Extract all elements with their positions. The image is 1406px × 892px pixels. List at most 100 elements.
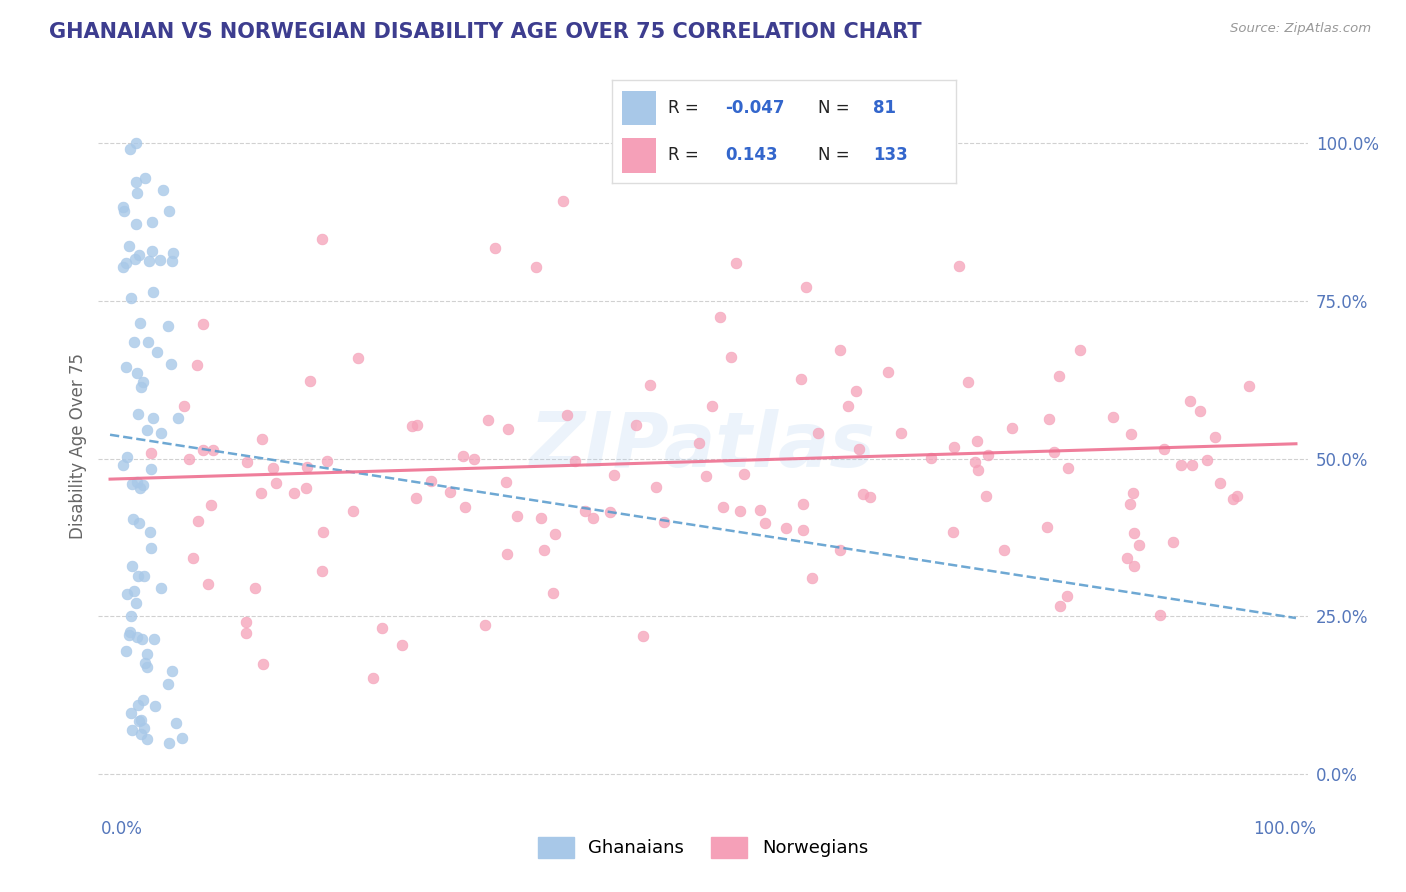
Point xyxy=(134,722,156,736)
Point xyxy=(128,248,150,262)
Point xyxy=(162,246,184,260)
Point xyxy=(1209,475,1232,490)
Point xyxy=(141,541,163,555)
Point xyxy=(1119,497,1142,511)
Point xyxy=(695,469,717,483)
Text: ZIPatlas: ZIPatlas xyxy=(530,409,876,483)
Point xyxy=(792,497,814,511)
Point xyxy=(581,511,603,525)
Point xyxy=(1226,489,1249,503)
Point xyxy=(551,194,574,208)
Point xyxy=(134,657,156,671)
Point xyxy=(235,615,257,630)
Point xyxy=(124,217,146,231)
Point xyxy=(603,468,626,483)
Point xyxy=(541,586,564,600)
Point xyxy=(138,334,160,349)
Point xyxy=(1121,486,1143,500)
Point xyxy=(733,467,755,481)
Point xyxy=(125,175,148,189)
Point xyxy=(371,621,394,635)
Point xyxy=(243,581,266,595)
Point xyxy=(966,434,988,448)
Point xyxy=(730,504,752,518)
Point xyxy=(401,419,423,434)
Point xyxy=(626,418,648,433)
Point xyxy=(132,693,155,707)
Legend: Ghanaians, Norwegians: Ghanaians, Norwegians xyxy=(530,830,876,865)
Point xyxy=(948,259,970,273)
Point xyxy=(138,524,160,539)
Point xyxy=(157,318,180,333)
Point xyxy=(167,411,190,425)
Point xyxy=(114,643,136,657)
Point xyxy=(121,477,143,491)
Point xyxy=(792,523,814,537)
Point xyxy=(115,256,138,270)
Point xyxy=(439,485,461,500)
Point xyxy=(1178,393,1201,408)
Point xyxy=(298,375,321,389)
Point xyxy=(391,638,413,652)
Point xyxy=(200,498,222,512)
Text: -0.047: -0.047 xyxy=(725,99,785,117)
Point xyxy=(118,142,141,156)
Point xyxy=(162,254,184,268)
Point xyxy=(830,543,852,558)
Point xyxy=(506,509,529,524)
Point xyxy=(146,344,169,359)
Point xyxy=(127,568,149,582)
FancyBboxPatch shape xyxy=(621,91,657,126)
Point xyxy=(361,671,384,685)
Text: N =: N = xyxy=(818,99,855,117)
Point xyxy=(118,239,141,253)
Point xyxy=(157,204,180,219)
Point xyxy=(111,260,134,275)
Point xyxy=(141,410,163,425)
Point xyxy=(128,481,150,495)
Point xyxy=(136,732,159,747)
Point xyxy=(122,512,145,526)
Point xyxy=(564,454,586,468)
Point xyxy=(177,452,200,467)
Point xyxy=(128,714,150,728)
Text: N =: N = xyxy=(818,146,855,164)
Point xyxy=(252,657,274,671)
Point xyxy=(1001,421,1024,435)
Point xyxy=(837,399,859,413)
Point xyxy=(789,372,811,386)
Point xyxy=(111,458,134,472)
Point xyxy=(495,475,517,489)
Point xyxy=(120,291,142,305)
Point xyxy=(152,183,174,197)
Point xyxy=(202,443,225,458)
Point xyxy=(1122,526,1144,541)
Point xyxy=(141,445,163,459)
Point xyxy=(136,660,159,674)
Point xyxy=(120,706,142,720)
Point xyxy=(157,735,180,749)
Point xyxy=(1189,404,1212,418)
Point xyxy=(800,571,823,585)
Text: 81: 81 xyxy=(873,99,897,117)
Point xyxy=(145,699,167,714)
Point xyxy=(311,231,333,245)
Point xyxy=(129,379,152,393)
Point xyxy=(295,481,318,495)
Point xyxy=(131,632,153,647)
Point xyxy=(1170,458,1192,472)
Point xyxy=(141,215,163,229)
Point xyxy=(138,254,160,268)
Point xyxy=(111,200,134,214)
Point xyxy=(129,316,152,330)
Point xyxy=(165,716,187,731)
Point xyxy=(125,630,148,644)
Point xyxy=(129,713,152,727)
Point xyxy=(966,462,988,476)
Point xyxy=(498,422,520,436)
Point xyxy=(724,256,747,270)
Point xyxy=(1056,460,1078,475)
Point xyxy=(311,564,333,578)
Point xyxy=(890,426,912,441)
Point xyxy=(142,285,165,299)
